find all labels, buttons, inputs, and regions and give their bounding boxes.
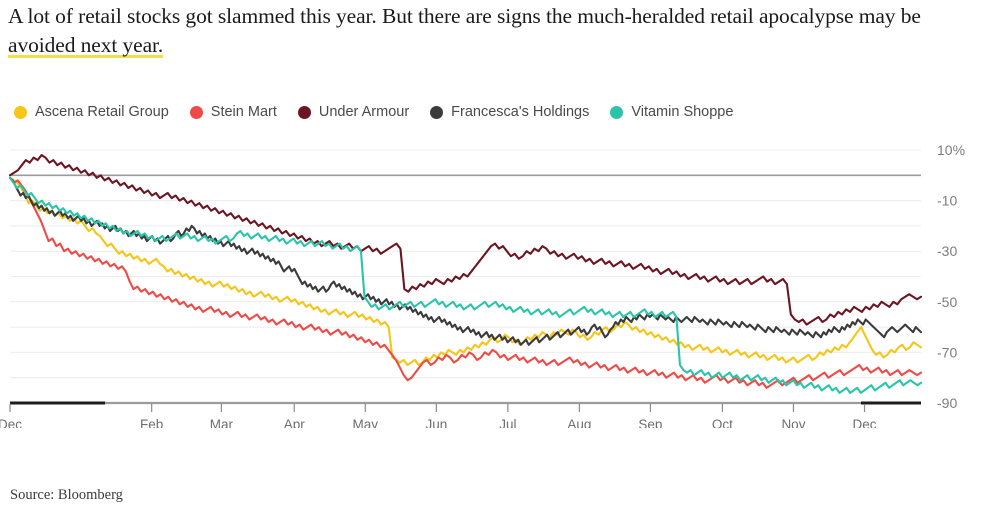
y-axis-tick-label: -10 <box>937 193 957 209</box>
legend-label-stein-mart: Stein Mart <box>210 104 277 120</box>
x-axis-tick-label: Dec <box>853 417 877 428</box>
x-axis-tick-label: Aug <box>567 417 591 428</box>
chart-legend: Ascena Retail Group Stein Mart Under Arm… <box>14 104 754 120</box>
chart-x-axis-labels: Dec2016Feb2017MarAprMayJunJulAugSepOctNo… <box>0 417 877 428</box>
y-axis-tick-label: -30 <box>937 243 957 259</box>
chart-x-axis <box>9 401 921 412</box>
legend-item-stein-mart[interactable]: Stein Mart <box>189 104 277 120</box>
x-axis-tick-label: Sep <box>638 417 662 428</box>
x-axis-tick-label: Nov <box>781 417 805 428</box>
series-line-francesca-s-holdings[interactable] <box>8 176 923 346</box>
y-axis-tick-label: -90 <box>937 395 957 411</box>
chart-container: 10%-10-30-50-70-90 Dec2016Feb2017MarAprM… <box>0 138 981 428</box>
legend-color-dot-stein-mart <box>189 105 203 119</box>
y-axis-tick-label: 10% <box>937 142 965 158</box>
chart-y-axis-labels: 10% -10 -30 -50 -70 -90 <box>937 142 965 411</box>
x-axis-tick-label: Jul <box>499 417 516 428</box>
x-axis-tick-label: Apr <box>284 417 306 428</box>
x-axis-tick-label: Dec <box>0 417 22 428</box>
headline-highlight: avoided next year. <box>8 33 164 58</box>
legend-item-francescas-holdings[interactable]: Francesca's Holdings <box>430 104 589 120</box>
x-axis-tick-label: Jun <box>425 417 447 428</box>
legend-label-ascena: Ascena Retail Group <box>35 104 169 120</box>
x-axis-tick-label: Mar <box>210 417 234 428</box>
legend-color-dot-vitamin-shoppe <box>610 105 624 119</box>
legend-label-francescas: Francesca's Holdings <box>451 104 590 120</box>
series-line-vitamin-shoppe[interactable] <box>8 176 923 394</box>
legend-color-dot-francescas <box>430 105 444 119</box>
line-chart: 10%-10-30-50-70-90 Dec2016Feb2017MarAprM… <box>0 142 965 428</box>
legend-label-under-armour: Under Armour <box>318 104 410 120</box>
x-axis-tick-label: May <box>353 417 379 428</box>
chart-gridlines <box>10 149 921 404</box>
legend-item-under-armour[interactable]: Under Armour <box>297 104 410 120</box>
headline-text: A lot of retail stocks got slammed this … <box>8 4 921 28</box>
x-axis-tick-label: Oct <box>712 417 733 428</box>
chart-series-layer <box>8 154 923 394</box>
series-line-stein-mart[interactable] <box>8 176 923 389</box>
x-axis-tick-label: Feb <box>140 417 163 428</box>
page-headline: A lot of retail stocks got slammed this … <box>8 2 976 60</box>
legend-label-vitamin-shoppe: Vitamin Shoppe <box>631 104 734 120</box>
series-line-ascena-retail-group[interactable] <box>8 176 923 367</box>
series-line-under-armour[interactable] <box>8 154 923 326</box>
source-note: Source: Bloomberg <box>10 487 123 503</box>
legend-color-dot-ascena <box>14 105 27 119</box>
legend-item-vitamin-shoppe[interactable]: Vitamin Shoppe <box>610 104 733 120</box>
y-axis-tick-label: -70 <box>937 344 957 360</box>
legend-color-dot-under-armour <box>297 105 311 119</box>
legend-item-ascena-retail-group[interactable]: Ascena Retail Group <box>14 104 169 120</box>
y-axis-tick-label: -50 <box>937 294 957 310</box>
